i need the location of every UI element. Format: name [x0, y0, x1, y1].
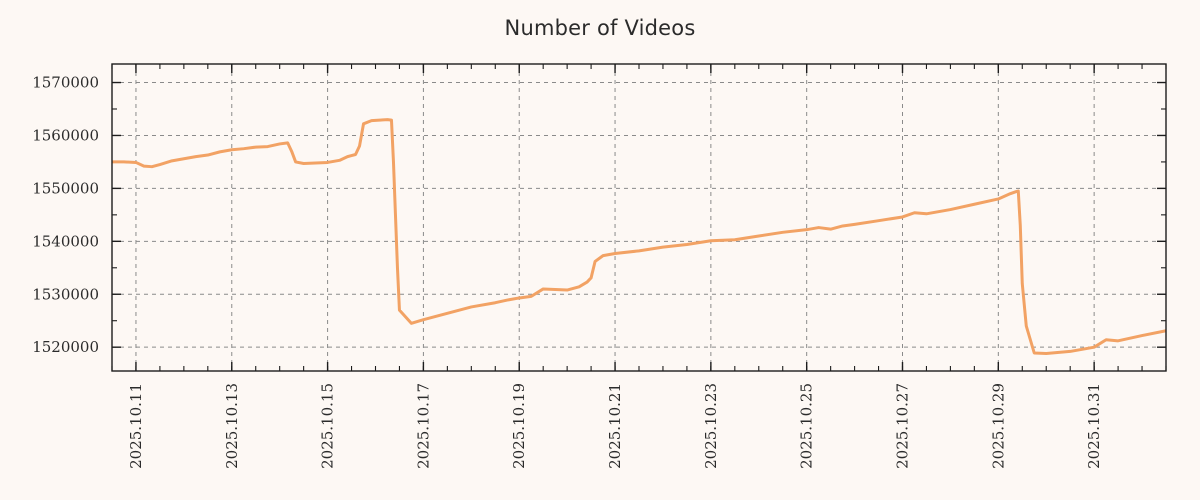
series-line-number-of-videos	[112, 118, 1167, 356]
x-axis-tick-label: 2025.10.15	[319, 383, 337, 469]
y-axis-tick-label: 1520000	[32, 338, 99, 356]
y-axis-tick-label: 1540000	[32, 232, 99, 250]
plot-background	[112, 64, 1166, 371]
plot-border	[111, 63, 1167, 372]
x-axis-tick-label: 2025.10.11	[127, 383, 145, 469]
y-axis-tick-label: 1570000	[32, 74, 99, 92]
grid-lines	[112, 64, 1166, 371]
x-axis-tick-label: 2025.10.17	[414, 383, 432, 469]
plot-frame	[111, 63, 1167, 372]
y-axis-ticks: 1520000 1530000 1540000 1550000 1560000 15700…	[32, 74, 1166, 356]
x-axis-tick-label: 2025.10.19	[510, 383, 528, 469]
x-axis-tick-label: 2025.10.29	[989, 383, 1007, 469]
y-axis-tick-label: 1560000	[32, 126, 99, 144]
y-axis-tick-label: 1530000	[32, 285, 99, 303]
x-axis-tick-label: 2025.10.27	[894, 383, 912, 469]
plot-area-background	[112, 64, 1166, 371]
x-axis-ticks: 2025.10.11 2025.10.13 2025.10.15 2025.10.17…	[111, 64, 1167, 469]
x-axis-tick-label: 2025.10.31	[1085, 383, 1103, 469]
x-axis-tick-label: 2025.10.25	[798, 383, 816, 469]
x-axis-tick-label: 2025.10.13	[223, 383, 241, 469]
y-axis-tick-label: 1550000	[32, 179, 99, 197]
data-series-layer	[112, 118, 1167, 356]
chart-title: Number of Videos	[504, 16, 696, 40]
x-axis-tick-label: 2025.10.21	[606, 383, 624, 469]
x-axis-tick-label: 2025.10.23	[702, 383, 720, 469]
